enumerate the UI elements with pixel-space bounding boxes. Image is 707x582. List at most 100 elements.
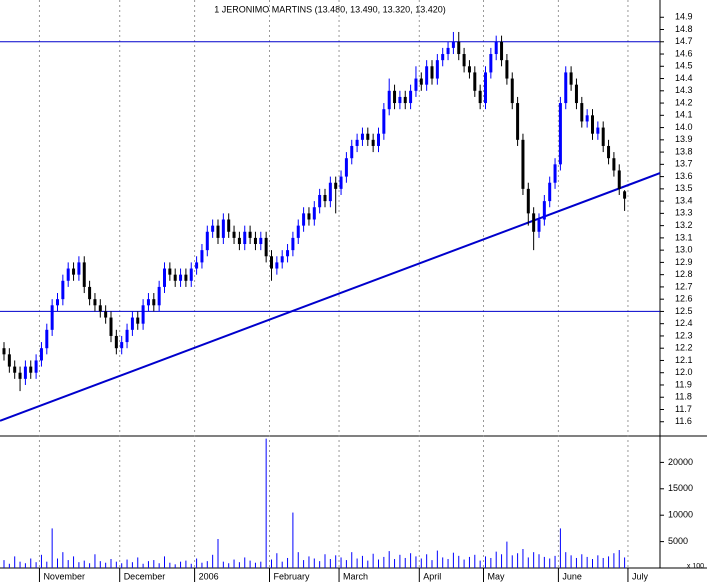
candle-body <box>516 103 520 140</box>
candle-body <box>45 329 49 349</box>
candle-body <box>403 96 407 104</box>
y-tick-label: 13.9 <box>675 134 693 144</box>
candle-body <box>152 299 156 306</box>
candle-body <box>553 164 557 183</box>
candle-body <box>13 366 17 373</box>
y-tick-label: 12.9 <box>675 257 693 267</box>
y-tick-label: 12.0 <box>675 367 693 377</box>
x-tick-label: July <box>632 571 649 581</box>
y-tick-label: 12.8 <box>675 269 693 279</box>
candle-body <box>29 366 33 373</box>
y-tick-label: 11.6 <box>675 416 692 426</box>
candle-body <box>510 78 514 104</box>
candle-body <box>232 231 236 238</box>
candle-body <box>7 354 11 367</box>
candle-body <box>350 145 354 159</box>
candle-body <box>360 133 364 140</box>
x-tick-label: April <box>423 571 441 581</box>
candle-body <box>425 66 429 85</box>
candle-body <box>237 237 241 245</box>
candle-body <box>344 158 348 177</box>
candle-body <box>216 225 220 238</box>
y-tick-label: 14.7 <box>675 36 693 46</box>
candle-body <box>478 90 482 104</box>
candle-body <box>141 305 145 324</box>
candle-body <box>157 286 161 306</box>
candle-body <box>23 366 27 379</box>
y-tick-label: 14.2 <box>675 97 693 107</box>
candle-body <box>136 317 140 324</box>
candle-body <box>205 231 209 251</box>
candle-body <box>585 115 589 122</box>
y-tick-label: 13.0 <box>675 245 693 255</box>
candle-body <box>558 103 562 165</box>
candle-body <box>66 268 70 281</box>
x-tick-label: 2006 <box>199 571 219 581</box>
candle-body <box>387 90 391 110</box>
candle-body <box>88 286 92 300</box>
candle-body <box>125 329 129 343</box>
candle-body <box>50 305 54 330</box>
y-tick-label: 12.3 <box>675 330 693 340</box>
y-tick-label: 11.8 <box>675 392 692 402</box>
candle-body <box>377 133 380 146</box>
candle-body <box>451 41 455 48</box>
candle-body <box>398 96 402 104</box>
candle-body <box>243 231 247 245</box>
candle-body <box>323 194 327 202</box>
y-tick-label: 11.7 <box>675 404 692 414</box>
candle-body <box>259 237 263 245</box>
chart-title: 1 JERONIMO MARTINS (13.480, 13.490, 13.3… <box>214 4 445 14</box>
candle-body <box>494 41 498 55</box>
candle-body <box>596 127 600 134</box>
y-tick-label: 13.4 <box>675 195 693 205</box>
x-tick-label: June <box>562 571 582 581</box>
y-tick-label: 14.8 <box>675 24 693 34</box>
y-tick-label: 14.4 <box>675 73 693 83</box>
candle-body <box>467 66 471 73</box>
candle-body <box>409 90 413 104</box>
y-tick-label: 13.3 <box>675 208 693 218</box>
candle-body <box>109 317 113 336</box>
candle-body <box>484 72 487 104</box>
candle-body <box>39 348 43 361</box>
candle-body <box>163 268 166 287</box>
candle-body <box>120 342 124 349</box>
candle-body <box>200 250 204 263</box>
candle-body <box>195 262 199 269</box>
candle-body <box>446 47 450 55</box>
y-tick-label: 13.6 <box>675 171 693 181</box>
candle-body <box>227 219 231 232</box>
y-tick-label: 13.5 <box>675 183 693 193</box>
candle-body <box>457 41 461 55</box>
x-tick-label: March <box>343 571 368 581</box>
candle-body <box>82 262 86 287</box>
candle-body <box>462 54 466 67</box>
candle-body <box>77 262 81 275</box>
y-tick-label: 13.2 <box>675 220 693 230</box>
candle-body <box>34 360 38 373</box>
y-tick-label: 13.7 <box>675 159 693 169</box>
candle-body <box>253 237 257 245</box>
candle-body <box>296 225 300 238</box>
candle-body <box>221 219 225 238</box>
candle-body <box>98 305 102 312</box>
candle-body <box>114 335 118 349</box>
candle-body <box>574 84 578 104</box>
candle-body <box>168 268 172 275</box>
volume-multiplier: x 100 <box>687 563 704 570</box>
candle-body <box>184 274 188 281</box>
trend-line <box>0 172 661 422</box>
candle-body <box>2 348 6 355</box>
y-tick-label: 12.6 <box>675 294 693 304</box>
candle-body <box>591 115 594 134</box>
y-tick-label: 10000 <box>668 510 693 520</box>
candle-body <box>537 219 541 232</box>
candle-body <box>414 78 418 91</box>
y-tick-label: 14.3 <box>675 85 693 95</box>
x-tick-label: December <box>124 571 166 581</box>
candle-body <box>264 237 268 257</box>
candle-body <box>179 274 183 281</box>
candle-body <box>617 170 621 189</box>
